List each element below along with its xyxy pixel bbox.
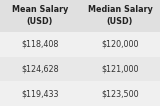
Text: Median Salary
(USD): Median Salary (USD) xyxy=(88,6,152,26)
Text: $118,408: $118,408 xyxy=(21,40,59,49)
Bar xyxy=(80,0,160,32)
Text: $121,000: $121,000 xyxy=(101,64,139,73)
Bar xyxy=(0,0,80,32)
Text: $124,628: $124,628 xyxy=(21,64,59,73)
Text: Mean Salary
(USD): Mean Salary (USD) xyxy=(12,6,68,26)
Bar xyxy=(0,56,160,81)
Text: $120,000: $120,000 xyxy=(101,40,139,49)
Text: $119,433: $119,433 xyxy=(21,89,59,98)
Bar xyxy=(0,32,160,56)
Text: $123,500: $123,500 xyxy=(101,89,139,98)
Bar xyxy=(0,81,160,106)
